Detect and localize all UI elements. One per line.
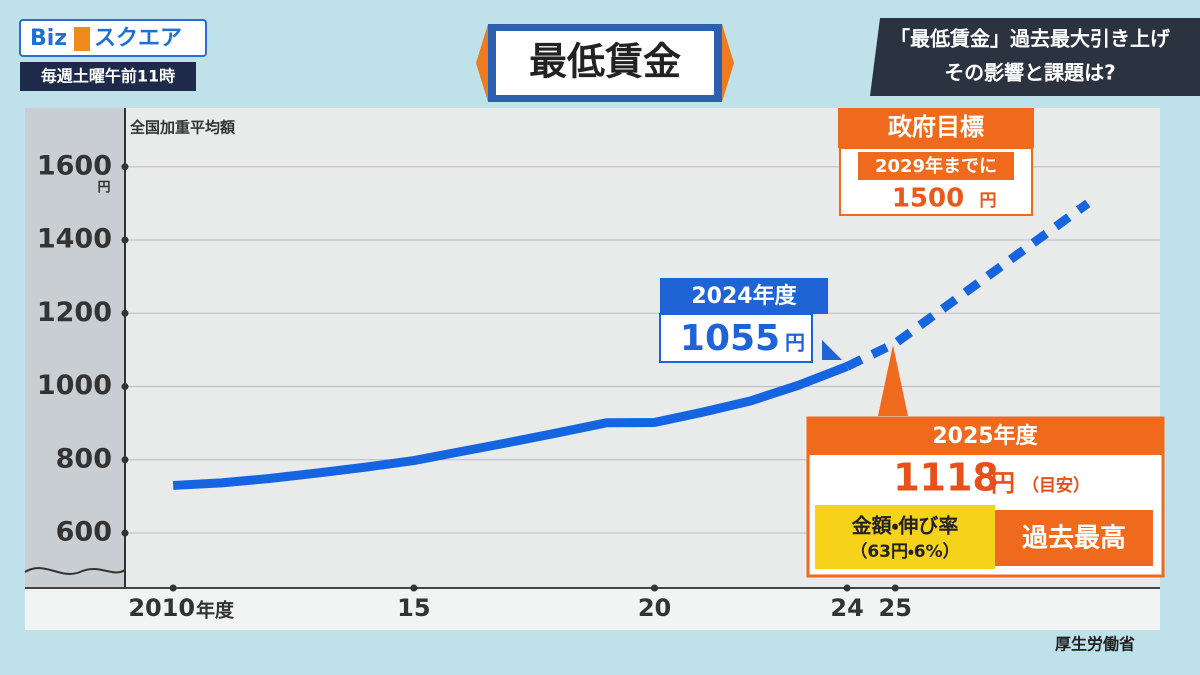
callout-body <box>659 313 813 363</box>
chart-title: 最低賃金 <box>529 40 681 84</box>
x-tick-label: 20 <box>638 594 671 622</box>
y-tick-label: 1200 <box>37 297 112 328</box>
x-tick <box>843 584 851 592</box>
y-tick-label: 1400 <box>37 224 112 255</box>
x-tick-label: 15 <box>397 594 430 622</box>
callout-sub-box <box>815 505 995 569</box>
logo-box <box>19 19 207 57</box>
plot: 600 800 1000 1200 1400 1600 2010 15 20 24 25 <box>37 150 1160 622</box>
y-tick <box>121 383 129 391</box>
x-axis-band <box>25 588 1160 630</box>
callout-amount: 1500 <box>892 184 964 214</box>
callout-header <box>808 418 1163 455</box>
callout-unit: 円 <box>785 331 805 355</box>
callout-badge: 過去最高 <box>1022 524 1126 554</box>
axis-break <box>24 567 126 575</box>
callout-sub: （63円・6%） <box>850 541 959 562</box>
x-tick-label: 25 <box>879 594 912 622</box>
callout-pointer <box>878 345 908 416</box>
callout-header <box>660 278 828 314</box>
callout-pointer <box>822 340 842 360</box>
callout-pill <box>858 152 1014 180</box>
x-tick <box>891 584 899 592</box>
x-tick <box>169 584 177 592</box>
x-tick <box>410 584 418 592</box>
callout-title: 政府目標 <box>888 113 984 141</box>
logo-icon <box>74 27 90 51</box>
y-unit: 円 <box>97 181 110 196</box>
headline: 「最低賃金」過去最大引き上げ <box>890 27 1171 51</box>
callout-note: （目安） <box>1022 475 1090 496</box>
y-axis-title: 全国加重平均額 <box>130 119 236 137</box>
callout-when: 2029年までに <box>875 155 997 177</box>
x-tick-label: 2010 <box>128 594 195 622</box>
x-tick <box>651 584 659 592</box>
schedule-box <box>20 62 196 91</box>
headline: その影響と課題は? <box>944 61 1116 85</box>
y-tick-label: 1000 <box>37 370 112 401</box>
callout-badge-box <box>995 510 1153 566</box>
y-tick-label: 1600 <box>37 150 112 181</box>
y-tick <box>121 456 129 464</box>
callout-title: 2025年度 <box>932 423 1038 449</box>
y-tick-label: 800 <box>56 443 112 474</box>
callout-header <box>838 108 1034 148</box>
y-tick-label: 600 <box>56 517 112 548</box>
y-tick <box>121 236 129 244</box>
y-tick <box>121 163 129 171</box>
headline-box <box>870 18 1200 96</box>
x-unit: 年度 <box>196 599 235 622</box>
callout-amount: 1055 <box>680 318 780 359</box>
callout-unit: 円 <box>991 469 1015 497</box>
callout-sub: 金額・伸び率 <box>852 514 959 538</box>
series-line <box>172 362 849 490</box>
logo-text: スクエア <box>94 26 182 51</box>
title-box <box>496 31 714 95</box>
callout-amount: 1118 <box>893 456 999 500</box>
y-tick <box>121 309 129 317</box>
source: 厚生労働省 <box>1055 635 1135 654</box>
schedule: 毎週土曜午前11時 <box>41 67 175 86</box>
y-axis-strip <box>25 108 125 588</box>
callout-title: 2024年度 <box>691 283 797 309</box>
logo-text: Biz <box>30 26 67 51</box>
y-tick <box>121 529 129 537</box>
x-tick-label: 24 <box>830 594 863 622</box>
callout-unit: 円 <box>980 191 997 211</box>
